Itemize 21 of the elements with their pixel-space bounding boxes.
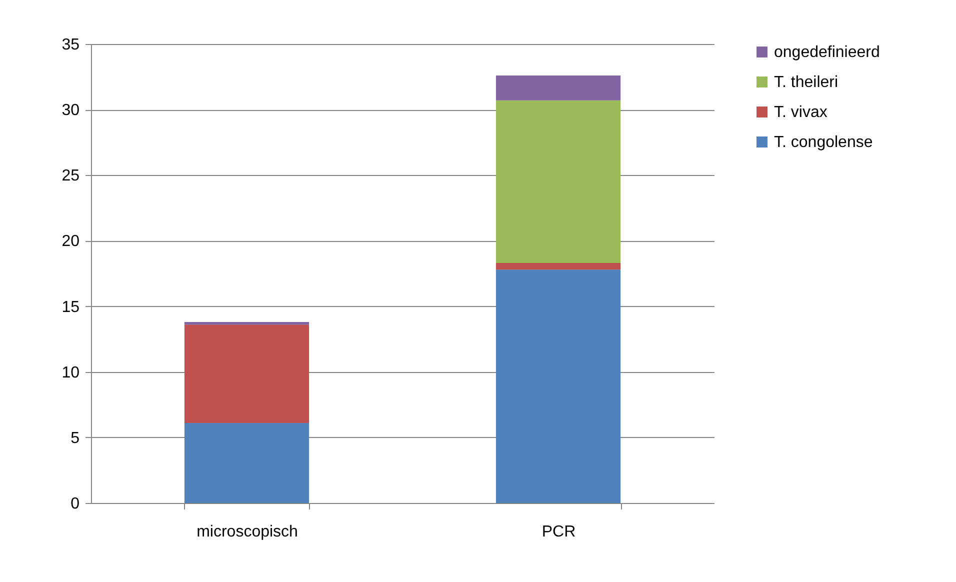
- y-tick-label: 30: [62, 102, 80, 120]
- x-tick-label: PCR: [542, 524, 576, 540]
- y-tick-label: 15: [62, 298, 80, 316]
- y-tick-label: 10: [62, 364, 80, 382]
- y-tick-label: 20: [62, 233, 80, 250]
- bar: [184, 324, 310, 424]
- y-tick-label: 0: [70, 496, 80, 512]
- y-tick-label: 5: [70, 430, 80, 447]
- legend-label: T. congolense: [774, 134, 873, 151]
- legend-label: T. vivax: [774, 104, 828, 121]
- y-tick-label: 35: [62, 36, 80, 54]
- legend-label: ongedefinieerd: [774, 44, 880, 61]
- bar: [496, 75, 621, 100]
- bar: [184, 423, 310, 503]
- bar: [496, 263, 621, 270]
- bar: [496, 100, 621, 264]
- bar: [184, 322, 310, 325]
- x-tick-label: microscopisch: [196, 524, 298, 540]
- y-tick-label: 25: [62, 168, 80, 185]
- legend-label: T. theileri: [774, 74, 838, 91]
- bar: [496, 270, 621, 503]
